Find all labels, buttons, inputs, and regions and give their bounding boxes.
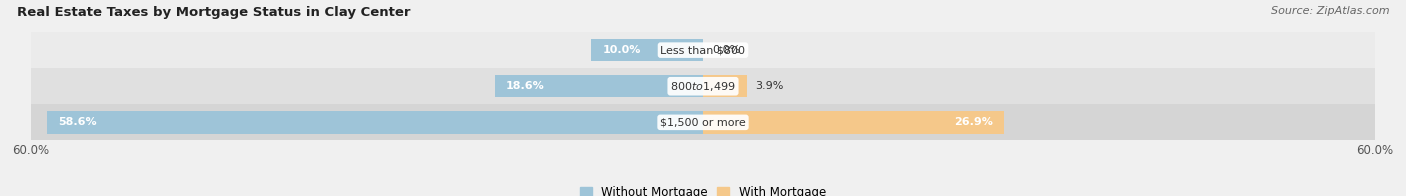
Text: Real Estate Taxes by Mortgage Status in Clay Center: Real Estate Taxes by Mortgage Status in … xyxy=(17,6,411,19)
Bar xyxy=(31,32,1375,68)
Text: $1,500 or more: $1,500 or more xyxy=(661,117,745,127)
Text: 18.6%: 18.6% xyxy=(506,81,544,91)
Bar xyxy=(495,75,703,97)
Bar xyxy=(31,104,1375,140)
Text: Less than $800: Less than $800 xyxy=(661,45,745,55)
Text: 3.9%: 3.9% xyxy=(755,81,785,91)
Bar xyxy=(591,39,703,61)
Text: 10.0%: 10.0% xyxy=(602,45,641,55)
Bar xyxy=(703,111,1004,133)
Text: Source: ZipAtlas.com: Source: ZipAtlas.com xyxy=(1271,6,1389,16)
Legend: Without Mortgage, With Mortgage: Without Mortgage, With Mortgage xyxy=(575,181,831,196)
Text: 0.0%: 0.0% xyxy=(711,45,740,55)
Text: 58.6%: 58.6% xyxy=(58,117,97,127)
Bar xyxy=(31,68,1375,104)
Bar xyxy=(46,111,703,133)
Text: 26.9%: 26.9% xyxy=(955,117,993,127)
Bar xyxy=(703,75,747,97)
Text: $800 to $1,499: $800 to $1,499 xyxy=(671,80,735,93)
